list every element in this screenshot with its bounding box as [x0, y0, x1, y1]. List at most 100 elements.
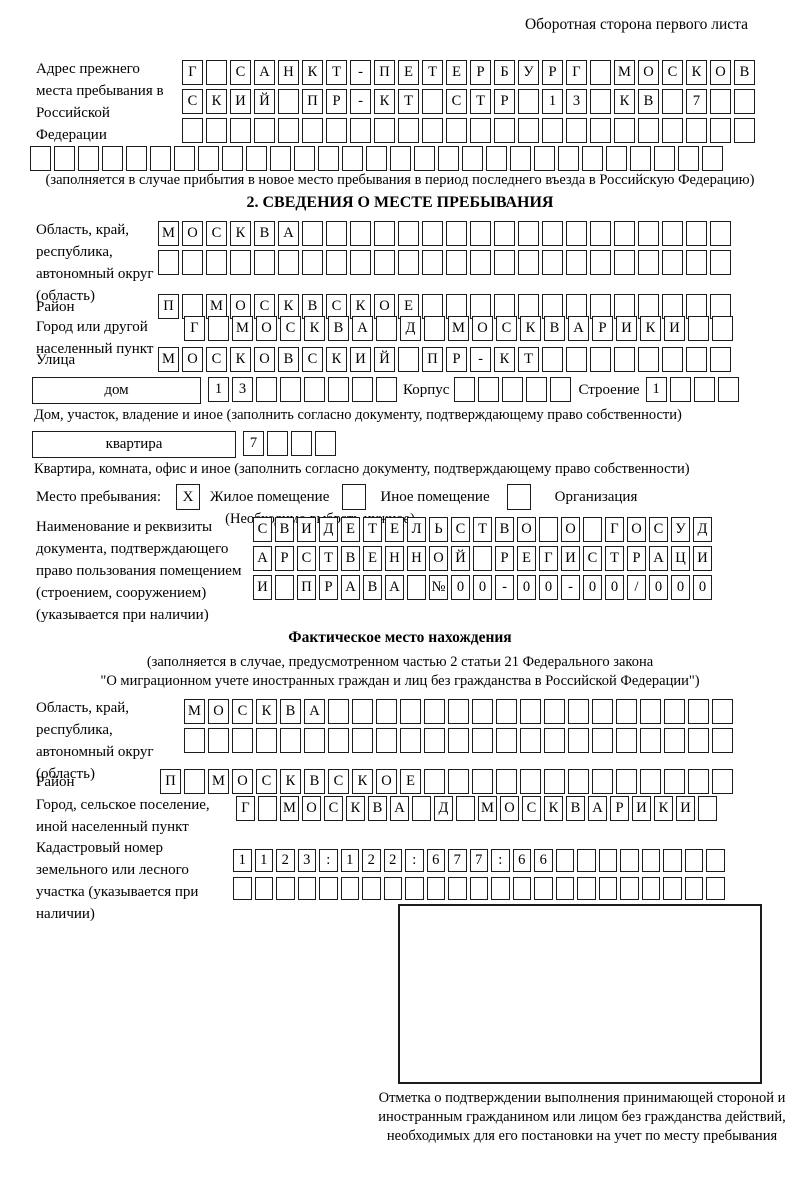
char-cell: 3: [566, 89, 587, 114]
char-cell: С: [280, 316, 301, 341]
char-cell: 1: [254, 849, 273, 872]
char-cell: А: [278, 221, 299, 246]
char-cell: К: [206, 89, 227, 114]
char-cell: :: [405, 849, 424, 872]
char-cell: О: [182, 221, 203, 246]
char-cell: [654, 146, 675, 171]
char-cell: [486, 146, 507, 171]
char-cell: К: [230, 347, 251, 372]
char-cell: [376, 728, 397, 753]
char-cell: [717, 377, 739, 402]
char-cell: [352, 699, 373, 724]
char-cell: [350, 221, 371, 246]
prev-address-note: (заполняется в случае прибытия в новое м…: [45, 172, 755, 188]
char-cell: [319, 877, 338, 900]
char-cell: [352, 728, 373, 753]
char-cell: -: [495, 575, 514, 600]
char-cell: [448, 877, 467, 900]
char-cell: [304, 377, 325, 402]
char-cell: Р: [610, 796, 629, 821]
char-cell: 6: [534, 849, 553, 872]
char-cell: [206, 118, 227, 143]
cadastre-grid-row-2: [233, 877, 728, 903]
char-cell: [688, 769, 709, 794]
char-cell: [598, 877, 617, 900]
char-cell: Е: [446, 60, 467, 85]
char-cell: [577, 877, 596, 900]
char-cell: 0: [583, 575, 602, 600]
char-cell: [502, 377, 524, 402]
char-cell: [302, 221, 323, 246]
char-cell: [539, 517, 558, 542]
stay-checkbox-other: [342, 484, 367, 510]
char-cell: [614, 221, 635, 246]
char-cell: 3: [297, 849, 316, 872]
char-cell: [374, 118, 395, 143]
char-cell: О: [710, 60, 731, 85]
char-cell: Н: [278, 60, 299, 85]
char-cell: М: [614, 60, 635, 85]
char-cell: [710, 250, 731, 275]
char-cell: У: [518, 60, 539, 85]
char-cell: [568, 728, 589, 753]
char-cell: Р: [495, 546, 514, 571]
char-cell: К: [256, 699, 277, 724]
stamp-caption: Отметка о подтверждении выполнения прини…: [378, 1090, 786, 1144]
char-cell: [550, 377, 572, 402]
char-cell: [258, 796, 277, 821]
char-cell: С: [446, 89, 467, 114]
char-cell: [577, 849, 596, 872]
char-cell: [246, 146, 267, 171]
char-cell: [518, 221, 539, 246]
char-cell: [534, 146, 555, 171]
char-cell: И: [297, 517, 316, 542]
char-cell: И: [676, 796, 695, 821]
char-cell: [566, 221, 587, 246]
char-cell: [512, 877, 531, 900]
char-cell: [614, 250, 635, 275]
char-cell: К: [494, 347, 515, 372]
region-grid-row-2: [158, 250, 734, 276]
char-cell: Р: [592, 316, 613, 341]
char-cell: Т: [363, 517, 382, 542]
char-cell: В: [544, 316, 565, 341]
char-cell: М: [280, 796, 299, 821]
char-cell: И: [253, 575, 272, 600]
char-cell: [566, 250, 587, 275]
stay-option-other-label: Иное помещение: [380, 489, 490, 505]
char-cell: [590, 221, 611, 246]
char-cell: Р: [627, 546, 646, 571]
char-cell: Ь: [429, 517, 448, 542]
char-cell: [620, 849, 639, 872]
char-cell: [734, 118, 755, 143]
char-cell: [566, 118, 587, 143]
char-cell: [590, 118, 611, 143]
char-cell: И: [561, 546, 580, 571]
char-cell: Т: [470, 89, 491, 114]
char-cell: -: [561, 575, 580, 600]
char-cell: В: [734, 60, 755, 85]
char-cell: [662, 347, 683, 372]
char-cell: [422, 250, 443, 275]
char-cell: Й: [374, 347, 395, 372]
char-cell: [698, 796, 717, 821]
char-cell: [590, 250, 611, 275]
char-cell: Р: [326, 89, 347, 114]
char-cell: [182, 250, 203, 275]
char-cell: -: [350, 89, 371, 114]
char-cell: [222, 146, 243, 171]
char-cell: [472, 728, 493, 753]
char-cell: [328, 699, 349, 724]
char-cell: [478, 377, 500, 402]
stay-option-organization-label: Организация: [554, 489, 638, 505]
char-cell: [182, 118, 203, 143]
char-cell: [398, 347, 419, 372]
char-cell: М: [232, 316, 253, 341]
char-cell: А: [588, 796, 607, 821]
char-cell: [400, 699, 421, 724]
char-cell: А: [649, 546, 668, 571]
stroenie-grid: 1: [645, 377, 742, 402]
